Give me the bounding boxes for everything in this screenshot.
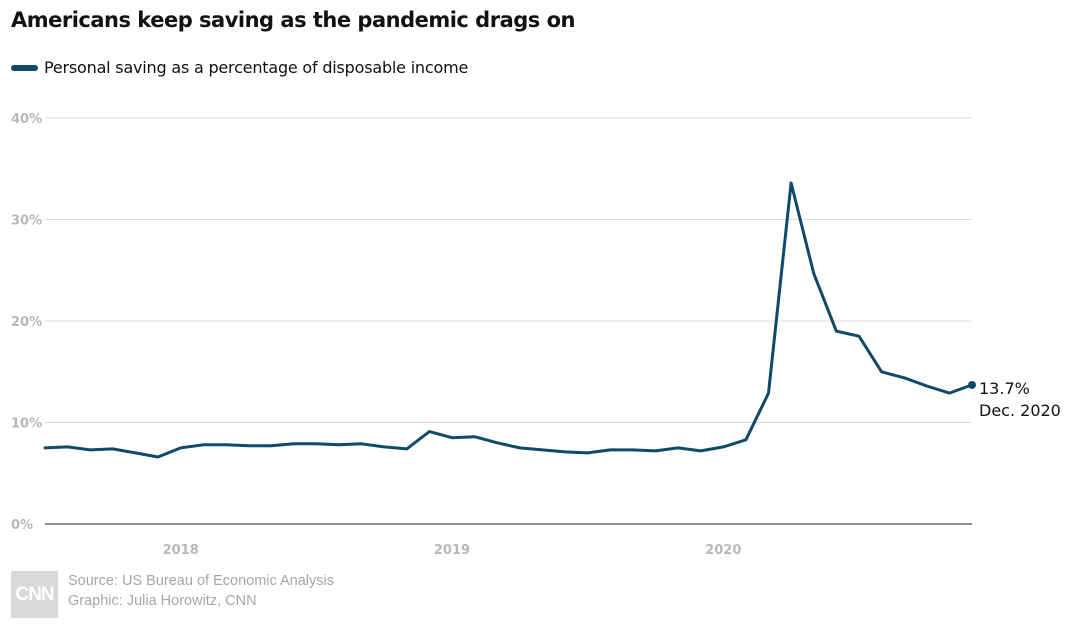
- credits: Source: US Bureau of Economic Analysis G…: [68, 571, 334, 611]
- x-axis: 2018 2019 2020: [163, 543, 742, 558]
- x-tick-label: 2020: [705, 543, 741, 558]
- y-tick-label: 10%: [11, 417, 42, 432]
- y-tick-label: 30%: [11, 214, 42, 229]
- source-text: Source: US Bureau of Economic Analysis: [68, 573, 334, 589]
- x-tick-label: 2019: [434, 543, 470, 558]
- end-date-label: Dec. 2020: [979, 401, 1061, 420]
- y-tick-label: 20%: [11, 315, 42, 330]
- graphic-credit: Graphic: Julia Horowitz, CNN: [68, 593, 257, 609]
- series-layer: [43, 181, 974, 459]
- y-tick-label: 40%: [11, 112, 42, 127]
- end-value-label: 13.7%: [979, 379, 1030, 398]
- legend-swatch: [11, 64, 38, 71]
- series-line: [43, 181, 974, 459]
- y-axis: 0% 10% 20% 30% 40%: [11, 112, 42, 533]
- cnn-logo: CNN: [11, 571, 58, 618]
- legend-label: Personal saving as a percentage of dispo…: [44, 58, 469, 77]
- y-tick-label: 0%: [11, 518, 33, 533]
- legend: Personal saving as a percentage of dispo…: [11, 58, 468, 77]
- chart-title: Americans keep saving as the pandemic dr…: [11, 8, 575, 32]
- x-tick-label: 2018: [163, 543, 199, 558]
- end-point-marker: [968, 380, 976, 389]
- grid-layer: [45, 117, 972, 525]
- footer: CNN Source: US Bureau of Economic Analys…: [11, 571, 334, 618]
